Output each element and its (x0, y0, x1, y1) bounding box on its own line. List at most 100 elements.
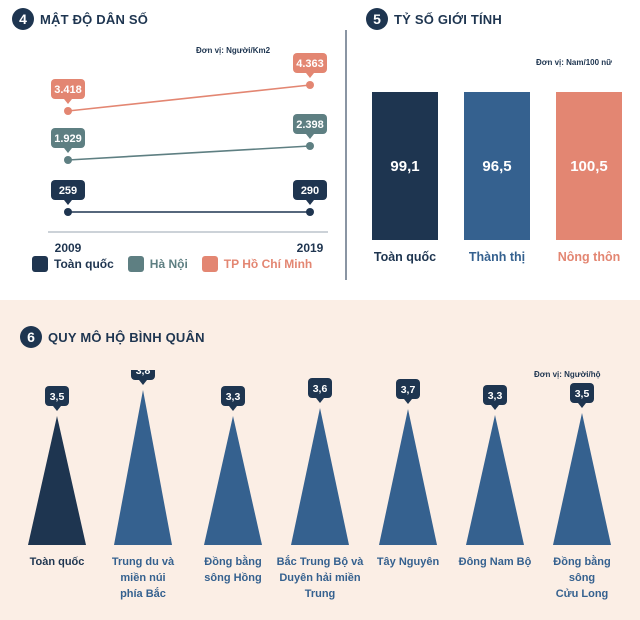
household-unit: Đơn vị: Người/hộ (534, 370, 601, 379)
data-point (64, 107, 72, 115)
triangle-bar (553, 413, 611, 545)
data-label-box (293, 53, 327, 73)
density-header: 4 MẬT ĐỘ DÂN SỐ (12, 8, 148, 30)
section-divider (345, 30, 347, 280)
data-point (306, 81, 314, 89)
triangle-bar (204, 416, 262, 545)
value-badge (570, 383, 594, 403)
value-badge (308, 378, 332, 398)
data-label: 1.929 (54, 133, 82, 145)
value-label: 3,5 (50, 391, 65, 403)
data-point (306, 208, 314, 216)
data-label-box (293, 180, 327, 200)
legend-label: Toàn quốc (54, 257, 114, 271)
data-label-pointer (306, 200, 314, 205)
legend-swatch (127, 256, 144, 272)
sexratio-unit: Đơn vị: Nam/100 nữ (536, 58, 612, 67)
category-label: Đồng bằng (204, 555, 261, 568)
data-point (64, 156, 72, 164)
category-label: Duyên hải miền (279, 572, 361, 584)
category-label: Trung (305, 588, 336, 600)
triangle-bar (28, 416, 86, 545)
category-label: Đồng bằng (553, 555, 610, 568)
value-label: 3,3 (488, 390, 503, 402)
data-label: 2.398 (296, 119, 324, 131)
data-label: 259 (59, 185, 77, 197)
density-title: MẬT ĐỘ DÂN SỐ (40, 11, 149, 27)
category-label: Tây Nguyên (377, 556, 440, 568)
bar: 99,1 (372, 92, 438, 240)
triangle-bar (291, 408, 349, 545)
series-line (67, 84, 311, 112)
value-badge (45, 386, 69, 406)
value-badge (131, 370, 155, 380)
legend-swatch (201, 256, 218, 272)
category-label: Thành thị (468, 250, 526, 264)
value-label: 3,6 (313, 383, 328, 395)
density-line-chart: 2009 2019 259 290 1.929 2.398 3.418 4.363 (48, 53, 328, 255)
data-label: 4.363 (296, 58, 324, 70)
household-title: QUY MÔ HỘ BÌNH QUÂN (48, 329, 205, 345)
category-label: Toàn quốc (30, 556, 85, 568)
sexratio-header: 5 TỶ SỐ GIỚI TÍNH (366, 8, 502, 30)
legend-item-tp-hcm: TP Hồ Chí Minh (201, 256, 312, 272)
sexratio-title: TỶ SỐ GIỚI TÍNH (394, 11, 502, 27)
legend-label: Hà Nội (149, 257, 188, 271)
triangle-bar (114, 390, 172, 545)
value-badge (221, 386, 245, 406)
density-legend: Toàn quốc Hà Nội TP Hồ Chí Minh (32, 256, 312, 272)
value-label: 3,7 (401, 384, 416, 396)
household-number: 6 (20, 326, 42, 348)
top-panel (0, 0, 640, 300)
household-triangle-chart: 3,5 Toàn quốc 3,8 Trung du và miền núi phía B… (28, 370, 611, 600)
value-badge-pointer (53, 406, 61, 411)
data-point (64, 208, 72, 216)
value-label: 3,8 (136, 370, 151, 377)
legend-item-ha-noi: Hà Nội (127, 256, 188, 272)
category-label: Trung du và (112, 556, 175, 568)
data-point (306, 142, 314, 150)
legend-item-toan-quoc: Toàn quốc (32, 256, 114, 272)
category-label: Nông thôn (557, 250, 621, 264)
category-label: Đông Nam Bộ (459, 556, 532, 568)
category-label: Cửu Long (556, 588, 609, 600)
bar: 100,5 (556, 92, 622, 240)
data-label-box (293, 114, 327, 134)
data-label-box (51, 79, 85, 99)
data-label-pointer (306, 73, 314, 78)
value-badge (396, 379, 420, 399)
data-label-pointer (64, 148, 72, 153)
triangle-bar (466, 415, 524, 545)
data-label-pointer (64, 200, 72, 205)
value-badge-pointer (404, 399, 412, 404)
data-label: 290 (301, 185, 319, 197)
sexratio-number: 5 (366, 8, 388, 30)
value-badge (483, 385, 507, 405)
x-tick-label: 2019 (297, 241, 324, 255)
data-label-box (51, 180, 85, 200)
value-badge-pointer (578, 403, 586, 408)
value-badge-pointer (316, 398, 324, 403)
category-label: sông (569, 572, 595, 584)
data-label-box (51, 128, 85, 148)
value-label: 3,5 (575, 388, 590, 400)
density-unit: Đơn vị: Người/Km2 (196, 46, 271, 55)
triangle-bar (379, 409, 437, 545)
value-label: 3,3 (226, 391, 241, 403)
data-label-pointer (64, 99, 72, 104)
category-label: sông Hồng (204, 572, 261, 584)
series-line (67, 145, 311, 161)
value-badge-pointer (229, 406, 237, 411)
category-label: phía Bắc (120, 587, 166, 600)
legend-swatch (32, 256, 48, 272)
x-tick-label: 2009 (55, 241, 82, 255)
density-number: 4 (12, 8, 34, 30)
data-label-pointer (306, 134, 314, 139)
category-label: miền núi (120, 572, 165, 584)
value-badge-pointer (139, 380, 147, 385)
category-label: Toàn quốc (373, 250, 437, 264)
data-label: 3.418 (54, 84, 82, 96)
category-label: Bắc Trung Bộ và (277, 555, 365, 568)
value-badge-pointer (491, 405, 499, 410)
bar: 96,5 (464, 92, 530, 240)
